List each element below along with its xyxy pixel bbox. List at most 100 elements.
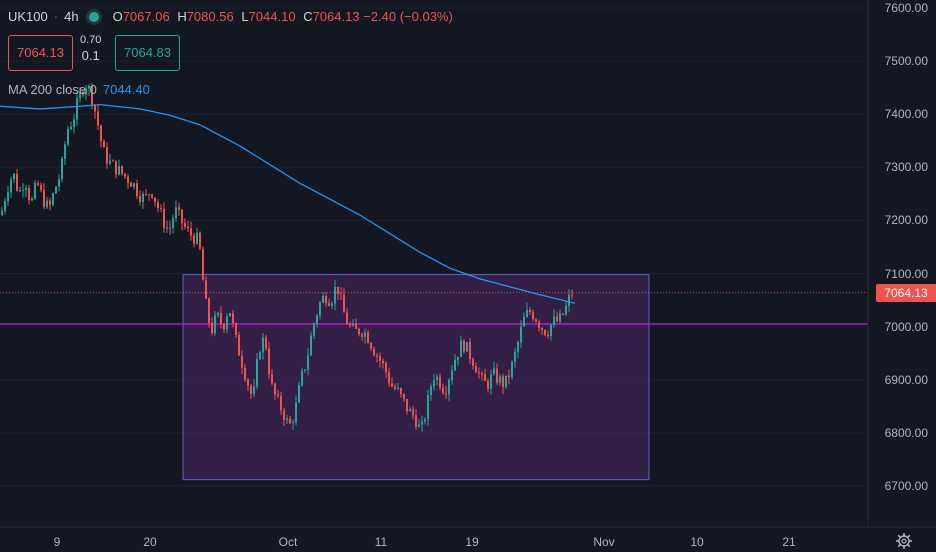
candle-up — [451, 370, 453, 380]
open-value: 7067.06 — [122, 9, 170, 24]
candle-up — [331, 303, 333, 306]
candle-up — [568, 294, 570, 306]
candle-up — [523, 316, 525, 327]
candle-up — [259, 352, 261, 359]
high-value: 7080.56 — [186, 9, 234, 24]
candle-down — [547, 335, 549, 337]
candle-up — [22, 189, 24, 191]
candle-up — [298, 384, 300, 403]
candle-down — [91, 85, 93, 105]
candle-down — [538, 321, 540, 329]
range-rectangle[interactable] — [182, 274, 650, 481]
candle-up — [226, 316, 228, 330]
candle-down — [469, 342, 471, 360]
candle-up — [514, 351, 516, 362]
candle-down — [238, 334, 240, 356]
candle-down — [211, 323, 213, 334]
date-label: 20 — [143, 535, 157, 549]
candle-up — [19, 190, 21, 192]
candle-up — [1, 210, 3, 216]
timeframe[interactable]: 4h — [64, 9, 79, 24]
candle-down — [106, 147, 108, 164]
candle-up — [166, 227, 168, 229]
candle-up — [133, 183, 135, 187]
last-price-badge: 7064.13 — [876, 283, 936, 302]
candle-down — [391, 383, 393, 387]
candle-up — [511, 361, 513, 378]
candle-down — [121, 165, 123, 174]
date-label: 10 — [690, 535, 704, 549]
candle-up — [4, 201, 6, 211]
candle-down — [346, 312, 348, 325]
date-label: 21 — [782, 535, 796, 549]
candle-down — [379, 356, 381, 361]
candle-up — [559, 313, 561, 322]
candle-down — [403, 394, 405, 399]
candle-down — [325, 295, 327, 304]
candle-down — [208, 298, 210, 324]
candle-down — [532, 312, 534, 320]
candle-down — [154, 197, 156, 203]
candle-down — [157, 202, 159, 209]
price-label: 7500.00 — [884, 54, 928, 69]
candle-up — [85, 88, 87, 95]
symbol-legend: UK100 · 4h O7067.06 H7080.56 L7044.10 C7064… — [8, 9, 453, 24]
candle-down — [541, 328, 543, 330]
candle-down — [247, 379, 249, 386]
candle-up — [109, 160, 111, 164]
ma-legend[interactable]: MA 200 close 0 7044.40 — [8, 82, 150, 97]
buy-button[interactable]: 7064.83 — [115, 35, 180, 71]
candle-down — [508, 375, 510, 378]
candle-up — [424, 419, 426, 422]
candle-up — [256, 358, 258, 387]
candle-up — [313, 323, 315, 336]
price-label: 7000.00 — [884, 319, 928, 334]
candle-down — [481, 373, 483, 375]
candle-up — [397, 388, 399, 390]
price-label: 7200.00 — [884, 213, 928, 228]
candle-up — [520, 326, 522, 343]
candle-up — [457, 356, 459, 361]
candle-down — [97, 111, 99, 126]
ma200-line[interactable] — [0, 104, 576, 304]
candle-up — [142, 193, 144, 203]
candle-down — [244, 367, 246, 380]
candle-up — [490, 374, 492, 389]
candle-down — [478, 372, 480, 374]
candle-down — [151, 194, 153, 198]
gear-icon[interactable] — [895, 532, 913, 550]
candle-down — [373, 348, 375, 356]
candle-down — [181, 209, 183, 224]
open-key: O — [112, 9, 123, 24]
candle-down — [487, 380, 489, 389]
close-key: C — [303, 9, 313, 24]
candle-up — [118, 165, 120, 175]
date-label: Oct — [278, 535, 298, 549]
symbol-name[interactable]: UK100 — [8, 9, 48, 24]
candle-up — [292, 422, 294, 424]
candle-down — [388, 372, 390, 384]
spread-top: 0.70 — [80, 34, 102, 46]
candle-down — [193, 235, 195, 244]
candle-up — [7, 192, 9, 202]
candle-up — [553, 316, 555, 325]
candle-down — [49, 200, 51, 205]
candle-down — [463, 340, 465, 352]
candle-up — [70, 126, 72, 130]
high-key: H — [177, 9, 187, 24]
candle-up — [505, 375, 507, 388]
candle-down — [445, 392, 447, 395]
candle-up — [493, 368, 495, 375]
candle-down — [544, 329, 546, 336]
sell-button[interactable]: 7064.13 — [8, 35, 73, 71]
candle-down — [130, 182, 132, 187]
candle-down — [28, 188, 30, 201]
candle-down — [250, 385, 252, 395]
candle-down — [361, 333, 363, 337]
low-key: L — [241, 9, 249, 24]
candle-down — [187, 226, 189, 229]
candle-down — [355, 323, 357, 329]
market-status-icon[interactable] — [88, 12, 99, 22]
candle-down — [535, 319, 537, 322]
